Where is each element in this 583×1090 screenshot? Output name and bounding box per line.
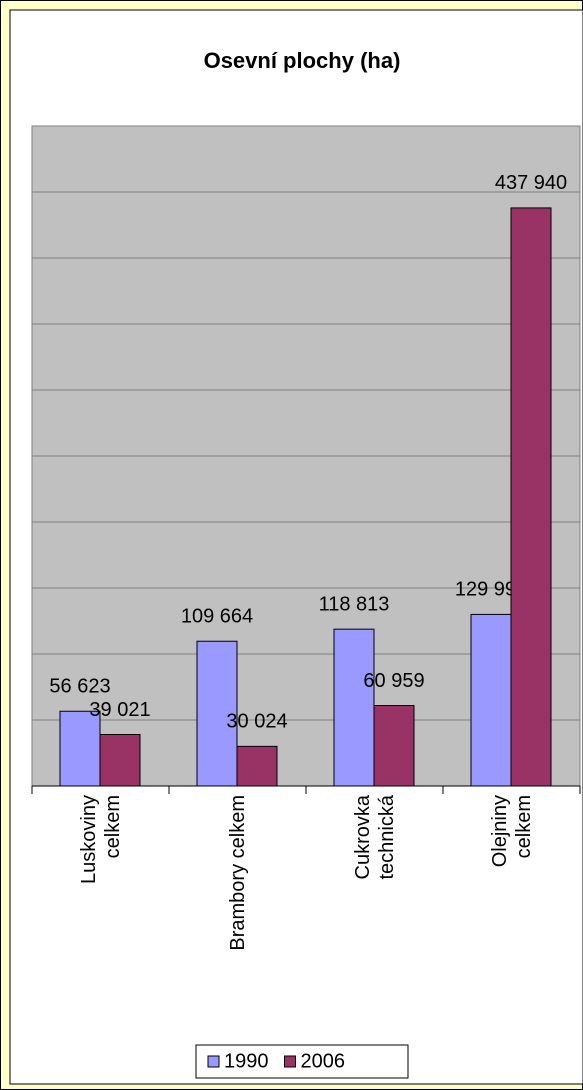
bar: [99, 733, 141, 787]
bar: [470, 613, 512, 787]
bar: [236, 745, 278, 787]
bar: [333, 628, 375, 787]
x-tick-label: Brambory celkem: [226, 795, 249, 951]
data-label: 60 959: [363, 670, 424, 692]
bar: [510, 207, 552, 787]
bar: [59, 710, 101, 787]
data-label: 30 024: [226, 711, 287, 733]
data-label: 437 940: [495, 172, 567, 194]
data-label: 118 813: [319, 593, 390, 615]
x-tick-label: Olejniny celkem: [488, 795, 535, 868]
legend-label: 1990: [224, 1050, 269, 1072]
data-label: 129 996: [455, 579, 527, 601]
legend-swatch: [284, 1055, 296, 1068]
legend-box: [195, 1044, 409, 1079]
data-label: 39 021: [89, 699, 150, 721]
bar: [196, 640, 238, 787]
x-tick-label: Luskoviny celkem: [77, 795, 124, 884]
data-label: 56 623: [49, 676, 110, 698]
legend-swatch: [207, 1055, 220, 1068]
x-tick-label: Cukrovka technická: [351, 795, 398, 880]
bar: [373, 705, 415, 787]
chart-title: Osevní plochy (ha): [204, 48, 401, 73]
data-label: 109 664: [181, 606, 253, 628]
legend-label: 2006: [301, 1050, 346, 1072]
